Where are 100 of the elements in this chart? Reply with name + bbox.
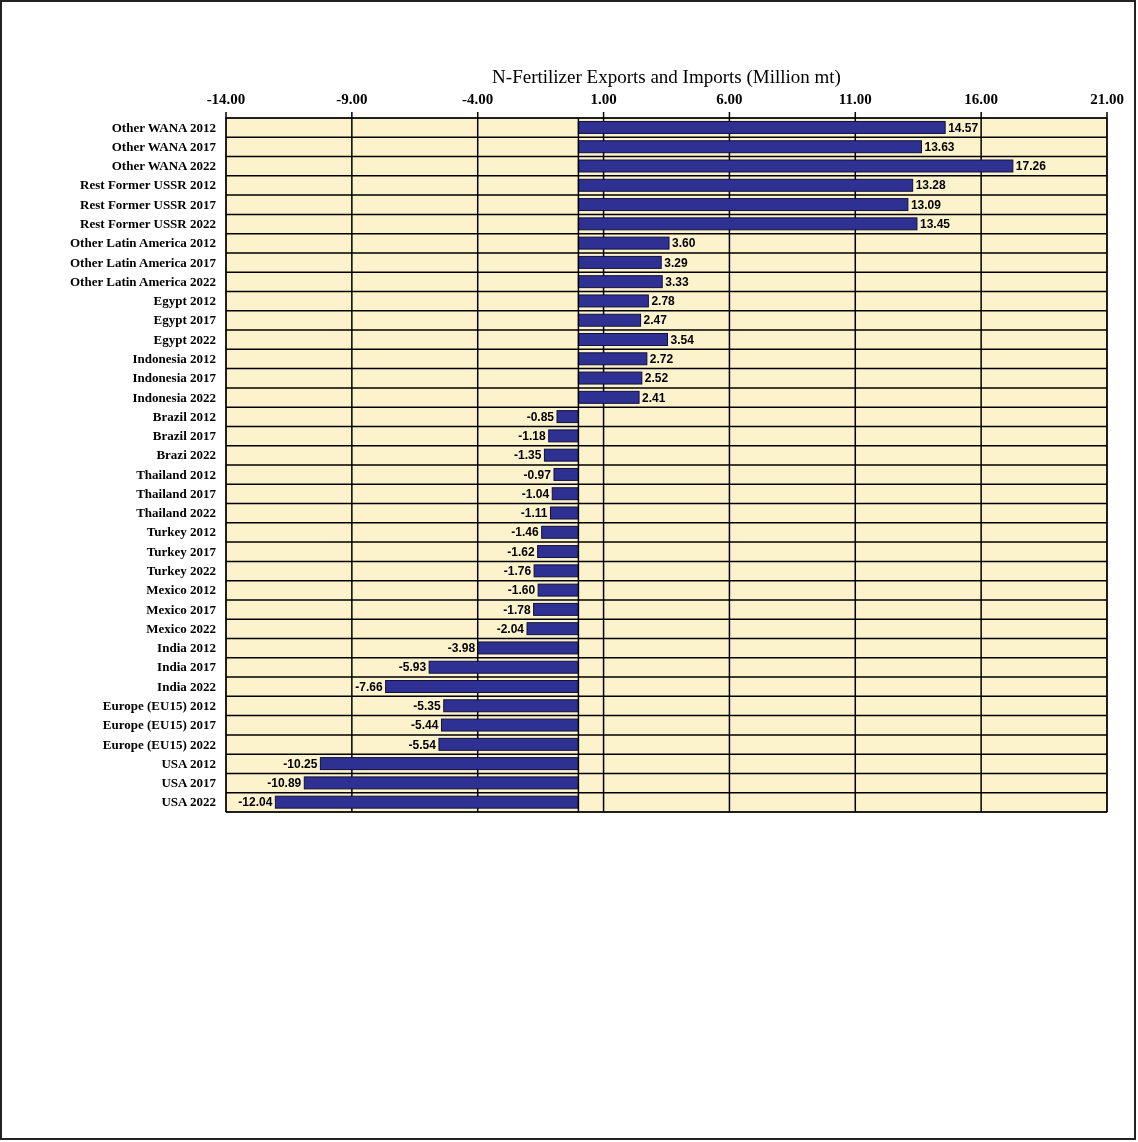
- bar: [543, 448, 579, 462]
- data-label: 3.29: [664, 255, 688, 270]
- y-tick-label: Brazil 2017: [152, 428, 217, 444]
- bar: [577, 236, 670, 250]
- bar: [577, 275, 663, 289]
- data-label: -0.97: [523, 467, 552, 482]
- y-tick-label: Other WANA 2022: [111, 158, 216, 174]
- bar: [577, 120, 946, 134]
- data-label: -5.54: [408, 737, 437, 752]
- data-label: -10.89: [267, 776, 302, 791]
- y-tick-label: India 2012: [157, 640, 216, 656]
- data-label: 2.52: [644, 371, 669, 386]
- data-label: 14.57: [948, 120, 979, 135]
- y-tick-label: Other Latin America 2017: [70, 254, 217, 270]
- y-tick-label: Other WANA 2012: [111, 119, 216, 135]
- bar: [319, 757, 579, 771]
- y-tick-label: USA 2022: [161, 794, 216, 810]
- data-label: -1.18: [518, 429, 547, 444]
- y-tick-label: Turkey 2017: [146, 543, 217, 559]
- bar: [274, 795, 579, 809]
- y-tick-label: Europe (EU15) 2012: [102, 697, 216, 713]
- data-label: -2.04: [496, 621, 525, 636]
- y-tick-label: Europe (EU15) 2022: [102, 736, 216, 752]
- chart-title: N-Fertilizer Exports and Imports (Million mt): [492, 66, 841, 88]
- bar: [577, 390, 640, 404]
- bar: [577, 352, 648, 366]
- y-tick-label: Mexico 2012: [146, 582, 216, 598]
- y-tick-label: Indonesia 2012: [132, 350, 216, 366]
- bar: [303, 776, 579, 790]
- bar: [577, 159, 1014, 173]
- data-label: 3.54: [670, 332, 695, 347]
- bar: [477, 641, 579, 655]
- x-tick-label: 21.00: [1090, 91, 1124, 107]
- data-label: -1.78: [503, 602, 531, 617]
- data-label: -12.04: [238, 795, 273, 810]
- y-tick-label: Indonesia 2022: [132, 389, 216, 405]
- bar: [577, 313, 642, 327]
- bar: [533, 602, 579, 616]
- data-label: -10.25: [283, 756, 318, 771]
- data-label: -1.11: [520, 506, 548, 521]
- y-tick-label: Mexico 2022: [146, 620, 216, 636]
- y-tick-label: Egypt 2022: [153, 331, 216, 347]
- data-label: -5.35: [413, 698, 442, 713]
- bar: [551, 487, 579, 501]
- y-tick-label: Other WANA 2017: [111, 138, 217, 154]
- data-label: -5.44: [411, 718, 439, 733]
- x-tick-label: 1.00: [590, 91, 617, 107]
- bar: [438, 737, 579, 751]
- bar: [577, 140, 922, 154]
- y-tick-label: Rest Former USSR 2022: [80, 216, 216, 232]
- x-tick-label: 6.00: [716, 91, 743, 107]
- data-label: -1.60: [507, 583, 536, 598]
- data-label: 3.60: [672, 236, 696, 251]
- data-label: 13.28: [915, 178, 947, 193]
- x-tick-label: -4.00: [462, 91, 494, 107]
- data-label: -3.98: [447, 641, 476, 656]
- data-label: 3.33: [665, 274, 689, 289]
- bar: [553, 467, 579, 481]
- x-tick-label: -14.00: [206, 91, 246, 107]
- bar: [577, 217, 918, 231]
- bar: [537, 583, 579, 597]
- bar: [526, 622, 579, 636]
- x-tick-label: -9.00: [336, 91, 368, 107]
- y-tick-label: Other Latin America 2012: [70, 235, 216, 251]
- y-tick-label: Thailand 2012: [136, 466, 216, 482]
- bar: [577, 294, 649, 308]
- y-tick-label: Brazi 2022: [156, 447, 216, 463]
- y-tick-label: India 2022: [157, 678, 216, 694]
- y-tick-label: Turkey 2022: [146, 563, 216, 579]
- y-tick-label: Mexico 2017: [146, 601, 217, 617]
- x-tick-label: 11.00: [838, 91, 872, 107]
- y-tick-label: Egypt 2012: [153, 293, 216, 309]
- bar: [533, 564, 579, 578]
- bar: [577, 371, 643, 385]
- data-label: -1.04: [521, 486, 550, 501]
- y-tick-label: Other Latin America 2022: [70, 273, 216, 289]
- y-tick-label: Europe (EU15) 2017: [102, 717, 217, 733]
- data-label: -1.62: [507, 544, 535, 559]
- y-tick-label: Egypt 2017: [153, 312, 217, 328]
- bar: [577, 178, 914, 192]
- bar: [541, 525, 579, 539]
- bar: [440, 718, 579, 732]
- y-tick-label: Thailand 2022: [136, 505, 216, 521]
- bar: [577, 333, 669, 346]
- bar: [537, 545, 579, 559]
- data-label: 13.09: [910, 197, 942, 212]
- data-label: 2.41: [642, 390, 666, 405]
- bar: [548, 429, 579, 443]
- data-label: 17.26: [1015, 159, 1047, 174]
- data-label: 13.63: [924, 139, 955, 154]
- bar: [385, 680, 579, 693]
- y-tick-label: Rest Former USSR 2012: [80, 177, 216, 193]
- data-label: -5.93: [398, 660, 427, 675]
- bar: [577, 198, 909, 212]
- data-label: -7.66: [355, 679, 383, 694]
- data-label: 2.78: [651, 294, 676, 309]
- y-tick-label: India 2017: [157, 659, 217, 675]
- data-label: -1.76: [503, 564, 532, 579]
- data-label: -1.46: [511, 525, 539, 540]
- data-label: -0.85: [526, 409, 555, 424]
